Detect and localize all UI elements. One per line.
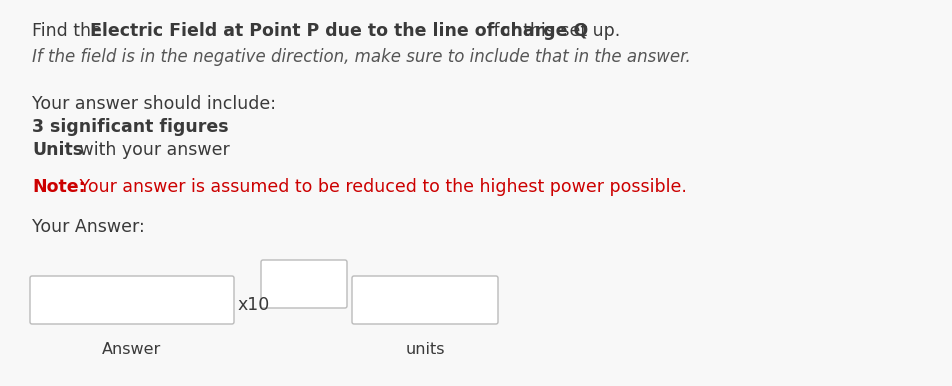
Text: Your answer should include:: Your answer should include: xyxy=(32,95,276,113)
Text: x10: x10 xyxy=(238,296,270,314)
FancyBboxPatch shape xyxy=(261,260,347,308)
FancyBboxPatch shape xyxy=(352,276,498,324)
Text: Answer: Answer xyxy=(103,342,162,357)
Text: with your answer: with your answer xyxy=(74,141,229,159)
Text: If the field is in the negative direction, make sure to include that in the answ: If the field is in the negative directio… xyxy=(32,48,691,66)
Text: Find the: Find the xyxy=(32,22,108,40)
Text: Note:: Note: xyxy=(32,178,86,196)
Text: Your answer is assumed to be reduced to the highest power possible.: Your answer is assumed to be reduced to … xyxy=(74,178,687,196)
Text: Your Answer:: Your Answer: xyxy=(32,218,145,236)
Text: Units: Units xyxy=(32,141,83,159)
Text: 3 significant figures: 3 significant figures xyxy=(32,118,228,136)
Text: units: units xyxy=(406,342,445,357)
Text: for this set up.: for this set up. xyxy=(488,22,621,40)
FancyBboxPatch shape xyxy=(30,276,234,324)
Text: Electric Field at Point P due to the line of charge Q: Electric Field at Point P due to the lin… xyxy=(90,22,588,40)
